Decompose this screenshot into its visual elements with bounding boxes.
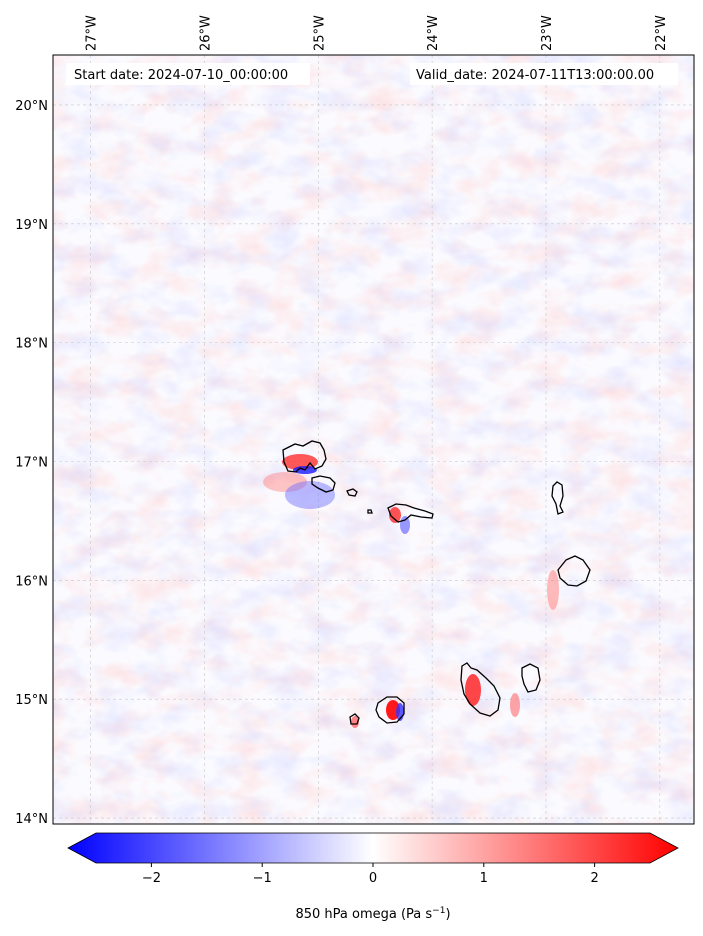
longitude-tick-label: 27°W [85,15,100,51]
start-date-label: Start date: 2024-07-10_00:00:00 [74,68,288,83]
island-boa-vista [557,555,591,587]
map-frame [52,54,695,825]
latitude-tick-label: 20°N [15,99,48,114]
coastlines [282,440,591,725]
island-sao-nicolau [387,503,434,523]
island-sal [551,481,564,515]
island-brava [349,713,360,725]
colorbar: −2 −1 0 1 2 850 hPa omega (Pa s−1) [67,832,679,922]
longitude-tick-label: 24°W [426,15,441,51]
latitude-tick-label: 19°N [15,218,48,233]
longitude-tick-label: 22°W [654,15,669,51]
colorbar-label-unit-exponent: −1 [432,906,445,916]
latitude-tick-label: 15°N [15,693,48,708]
start-date-box [66,63,310,85]
longitude-labels: 27°W 26°W 25°W 24°W 23°W 22°W [85,15,669,51]
island-santa-luzia [346,488,358,497]
colorbar-tick-label: 1 [480,871,488,886]
island-sao-vicente [311,475,336,493]
map-panel: Start date: 2024-07-10_00:00:00 Valid_da… [53,55,694,824]
longitude-tick-label: 23°W [540,15,555,51]
island-santiago [460,662,501,717]
latitude-tick-label: 18°N [15,337,48,352]
colorbar-tick-label: −1 [253,871,272,886]
omega-field-blue [53,55,694,824]
island-fogo [375,696,405,724]
longitude-tick-label: 25°W [312,15,327,51]
colorbar-tick-label: −2 [142,871,161,886]
colorbar-tick-label: 0 [369,871,377,886]
valid-date-box [410,63,678,85]
valid-date-label: Valid_date: 2024-07-11T13:00:00.00 [416,68,654,83]
island-maio [521,663,541,693]
latitude-labels: 20°N 19°N 18°N 17°N 16°N 15°N 14°N [15,99,48,827]
colorbar-tick-label: 2 [590,871,598,886]
island-branco [367,509,373,514]
gridlines [53,55,694,824]
colorbar-ticks: −2 −1 0 1 2 [142,863,599,886]
colorbar-body [67,832,679,864]
latitude-tick-label: 16°N [15,574,48,589]
latitude-tick-label: 14°N [15,812,48,827]
longitude-tick-label: 26°W [198,15,213,51]
island-santo-antao [282,440,327,473]
colorbar-label: 850 hPa omega (Pa s−1) [295,906,450,922]
island-signals [263,454,559,728]
latitude-tick-label: 17°N [15,455,48,470]
